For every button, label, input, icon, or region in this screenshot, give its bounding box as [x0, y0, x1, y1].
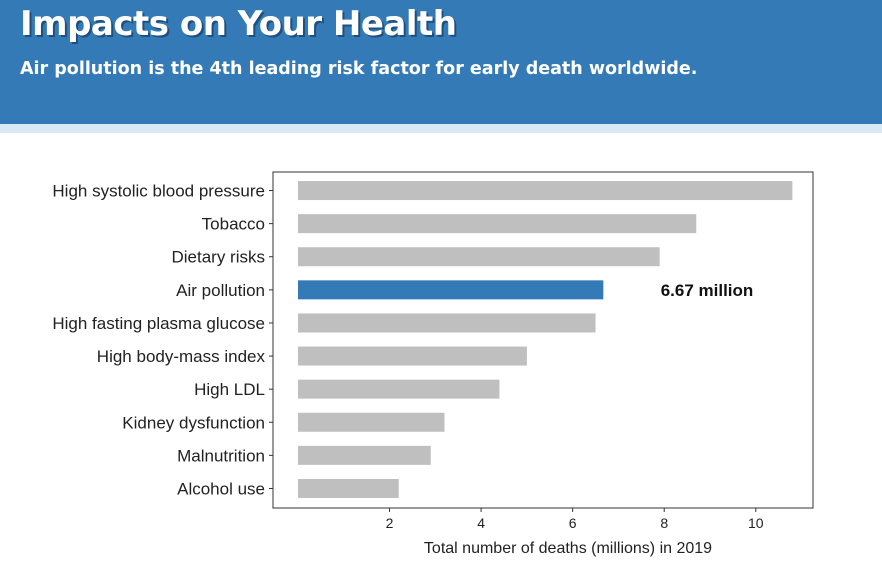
plot-frame [272, 171, 814, 509]
bar-highlight [298, 280, 604, 300]
category-label: High systolic blood pressure [52, 182, 265, 201]
bar [298, 313, 596, 333]
bar [298, 346, 527, 366]
page-subtitle: Air pollution is the 4th leading risk fa… [20, 59, 698, 79]
page-title: Impacts on Your Health [20, 4, 457, 44]
bar [298, 478, 399, 498]
x-tick-label: 2 [386, 515, 394, 531]
x-tick-label: 4 [477, 515, 485, 531]
category-label: Alcohol use [177, 479, 265, 498]
category-label: Air pollution [176, 281, 265, 300]
bar [298, 445, 431, 465]
banner-divider [0, 124, 882, 133]
x-tick-label: 6 [569, 515, 577, 531]
category-label: Kidney dysfunction [122, 413, 265, 432]
x-tick-label: 8 [660, 515, 668, 531]
bar [298, 214, 697, 234]
category-label: High LDL [194, 380, 265, 399]
highlight-value-label: 6.67 million [661, 281, 754, 300]
category-label: Malnutrition [177, 446, 265, 465]
bar [298, 379, 500, 399]
x-tick-label: 10 [748, 515, 764, 531]
category-label: Tobacco [202, 215, 265, 234]
category-label: Dietary risks [171, 248, 265, 267]
bar [298, 247, 660, 267]
header-banner: Impacts on Your Health Air pollution is … [0, 0, 882, 124]
bar [298, 412, 445, 432]
bar [298, 181, 793, 201]
category-label: High body-mass index [97, 347, 266, 366]
category-label: High fasting plasma glucose [52, 314, 265, 333]
risk-factor-bar-chart: High systolic blood pressure Tobacco Dieta… [52, 171, 814, 557]
x-axis-title: Total number of deaths (millions) in 201… [424, 540, 712, 557]
